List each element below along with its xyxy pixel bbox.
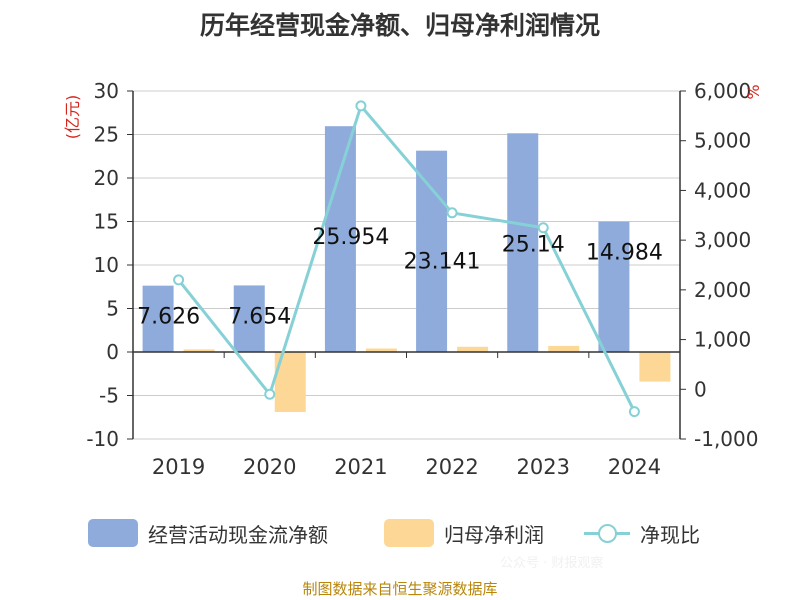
watermark: 公众号 · 财报观察: [500, 556, 604, 571]
line-cash-ratio: [177, 102, 636, 413]
source-footer: 制图数据来自恒生聚源数据库: [302, 580, 498, 598]
y-right-axis-title: %: [744, 84, 763, 99]
y-left-tick-label: 15: [94, 210, 119, 234]
bar-net-profit-2019[interactable]: [183, 349, 215, 352]
y-right-tick-label: 6,000: [694, 79, 751, 103]
y-left-tick-label: -10: [86, 427, 119, 451]
legend-swatch-cash-ratio: [584, 519, 630, 547]
x-tick-label-2024: 2024: [608, 455, 661, 479]
bar-cashflow-2019[interactable]: [142, 285, 174, 352]
bar-net-profit-2022[interactable]: [457, 346, 489, 352]
y-right-tick-label: 1,000: [694, 328, 751, 352]
y-left-tick-label: 20: [94, 166, 119, 190]
point-cash-ratio-2019[interactable]: [173, 274, 185, 286]
data-label-cashflow-2020: 7.654: [228, 304, 291, 329]
point-cash-ratio-2023[interactable]: [537, 222, 549, 234]
data-label-cashflow-2021: 25.954: [312, 225, 389, 250]
legend-item-net-profit[interactable]: 归母净利润: [384, 518, 544, 548]
point-cash-ratio-2021[interactable]: [355, 100, 367, 112]
x-tick-label-2023: 2023: [517, 455, 570, 479]
y-left-tick-label: 30: [94, 79, 119, 103]
y-right-tick-label: 4,000: [694, 178, 751, 202]
y-left-tick-label: 0: [106, 340, 119, 364]
bar-cashflow-2022[interactable]: [416, 150, 448, 352]
point-cash-ratio-2022[interactable]: [446, 207, 458, 219]
bar-cashflow-2020[interactable]: [233, 285, 265, 352]
y-right-tick-label: 5,000: [694, 129, 751, 153]
x-tick-label-2022: 2022: [425, 455, 478, 479]
y-left-tick-label: 10: [94, 253, 119, 277]
bar-cashflow-2023[interactable]: [507, 133, 539, 352]
data-label-cashflow-2019: 7.626: [137, 305, 200, 330]
y-left-tick-label: 25: [94, 123, 119, 147]
y-left-tick-label: -5: [99, 384, 119, 408]
y-right-tick-label: -1,000: [694, 427, 758, 451]
legend-label-cashflow: 经营活动现金流净额: [148, 522, 328, 547]
x-tick-label-2021: 2021: [334, 455, 387, 479]
legend-label-net-profit: 归母净利润: [444, 522, 544, 547]
data-label-cashflow-2023: 25.14: [502, 232, 565, 257]
chart-title: 历年经营现金净额、归母净利润情况: [199, 11, 600, 40]
y-right-tick-label: 3,000: [694, 228, 751, 252]
point-cash-ratio-2024[interactable]: [628, 406, 640, 418]
y-left-tick-label: 5: [106, 297, 119, 321]
y-left-axis-title: (亿元): [63, 95, 82, 140]
bar-net-profit-2021[interactable]: [365, 348, 397, 352]
legend-swatch-net-profit: [384, 519, 434, 547]
bar-net-profit-2023[interactable]: [548, 345, 580, 352]
y-right-tick-label: 2,000: [694, 278, 751, 302]
legend-swatch-cashflow: [88, 519, 138, 547]
point-cash-ratio-2020[interactable]: [264, 388, 276, 400]
bar-cashflow-2024[interactable]: [598, 221, 630, 352]
data-label-cashflow-2024: 14.984: [586, 241, 663, 266]
x-tick-label-2020: 2020: [243, 455, 296, 479]
bar-net-profit-2024[interactable]: [639, 352, 671, 382]
x-tick-label-2019: 2019: [152, 455, 205, 479]
legend-label-cash-ratio: 净现比: [640, 522, 700, 547]
legend-item-cash-ratio[interactable]: 净现比: [584, 518, 700, 548]
legend-item-cashflow[interactable]: 经营活动现金流净额: [88, 518, 328, 548]
y-right-tick-label: 0: [694, 377, 707, 401]
bar-cashflow-2021[interactable]: [324, 126, 356, 353]
data-label-cashflow-2022: 23.141: [404, 250, 481, 275]
